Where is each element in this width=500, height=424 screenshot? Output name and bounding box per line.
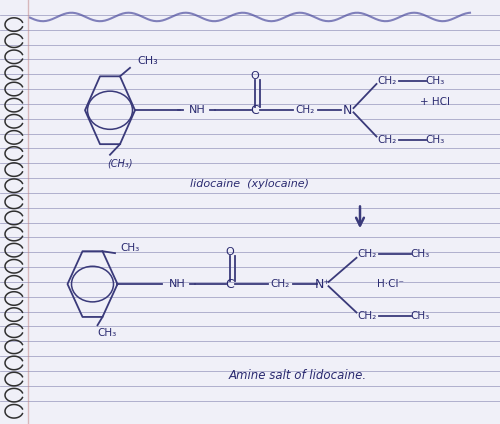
Text: (CH₃): (CH₃) — [107, 158, 133, 168]
Text: CH₃: CH₃ — [120, 243, 140, 253]
Text: CH₂: CH₂ — [378, 75, 397, 86]
Text: lidocaine  (xylocaine): lidocaine (xylocaine) — [190, 179, 310, 190]
Text: N: N — [343, 104, 352, 117]
Text: + HCl: + HCl — [420, 97, 450, 107]
Text: O: O — [226, 247, 234, 257]
Text: CH₃: CH₃ — [410, 249, 430, 259]
Text: NH: NH — [189, 105, 206, 115]
Text: NH: NH — [169, 279, 186, 289]
Text: O: O — [250, 71, 260, 81]
Text: CH₂: CH₂ — [358, 249, 377, 259]
Text: N⁺: N⁺ — [314, 278, 330, 290]
Text: Amine salt of lidocaine.: Amine salt of lidocaine. — [228, 369, 366, 382]
Text: CH₃: CH₃ — [426, 75, 444, 86]
Text: CH₃: CH₃ — [98, 328, 117, 338]
Text: CH₂: CH₂ — [296, 105, 314, 115]
Text: H·Cl⁻: H·Cl⁻ — [376, 279, 404, 289]
Text: CH₃: CH₃ — [137, 56, 158, 67]
Text: CH₂: CH₂ — [358, 311, 377, 321]
Text: CH₂: CH₂ — [270, 279, 289, 289]
Text: CH₃: CH₃ — [426, 135, 444, 145]
Text: CH₂: CH₂ — [378, 135, 397, 145]
Text: C: C — [226, 278, 234, 290]
Text: C: C — [250, 104, 260, 117]
Text: CH₃: CH₃ — [410, 311, 430, 321]
